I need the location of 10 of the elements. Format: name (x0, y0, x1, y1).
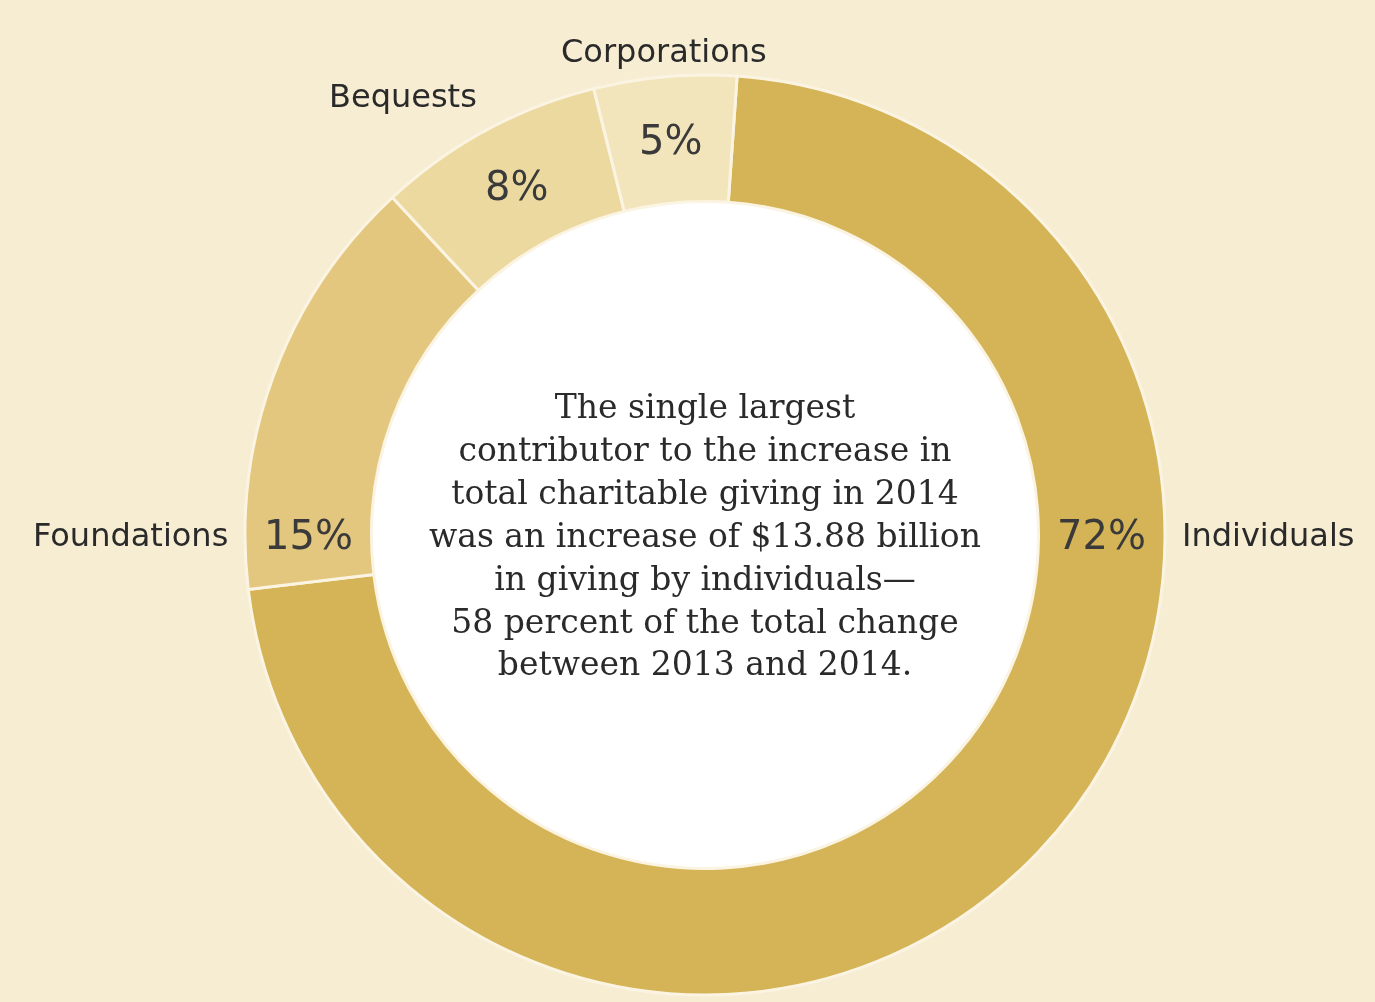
slice-label: Bequests (329, 77, 477, 115)
slice-label: Corporations (561, 32, 767, 70)
data-label: 5% (639, 117, 703, 163)
data-label: 8% (485, 163, 549, 209)
slice-label: Foundations (33, 516, 229, 554)
data-label: 15% (264, 512, 353, 558)
data-label: 72% (1057, 512, 1146, 558)
text: The single largest contributor to the increase in total charitable giving in 2014 was an increase of $13.88 billion in giving by individuals— 58 percent of the total change between 2013 and 2014. (429, 387, 981, 684)
donut-slice (246, 74, 1166, 997)
slice-label: Individuals (1182, 516, 1355, 554)
